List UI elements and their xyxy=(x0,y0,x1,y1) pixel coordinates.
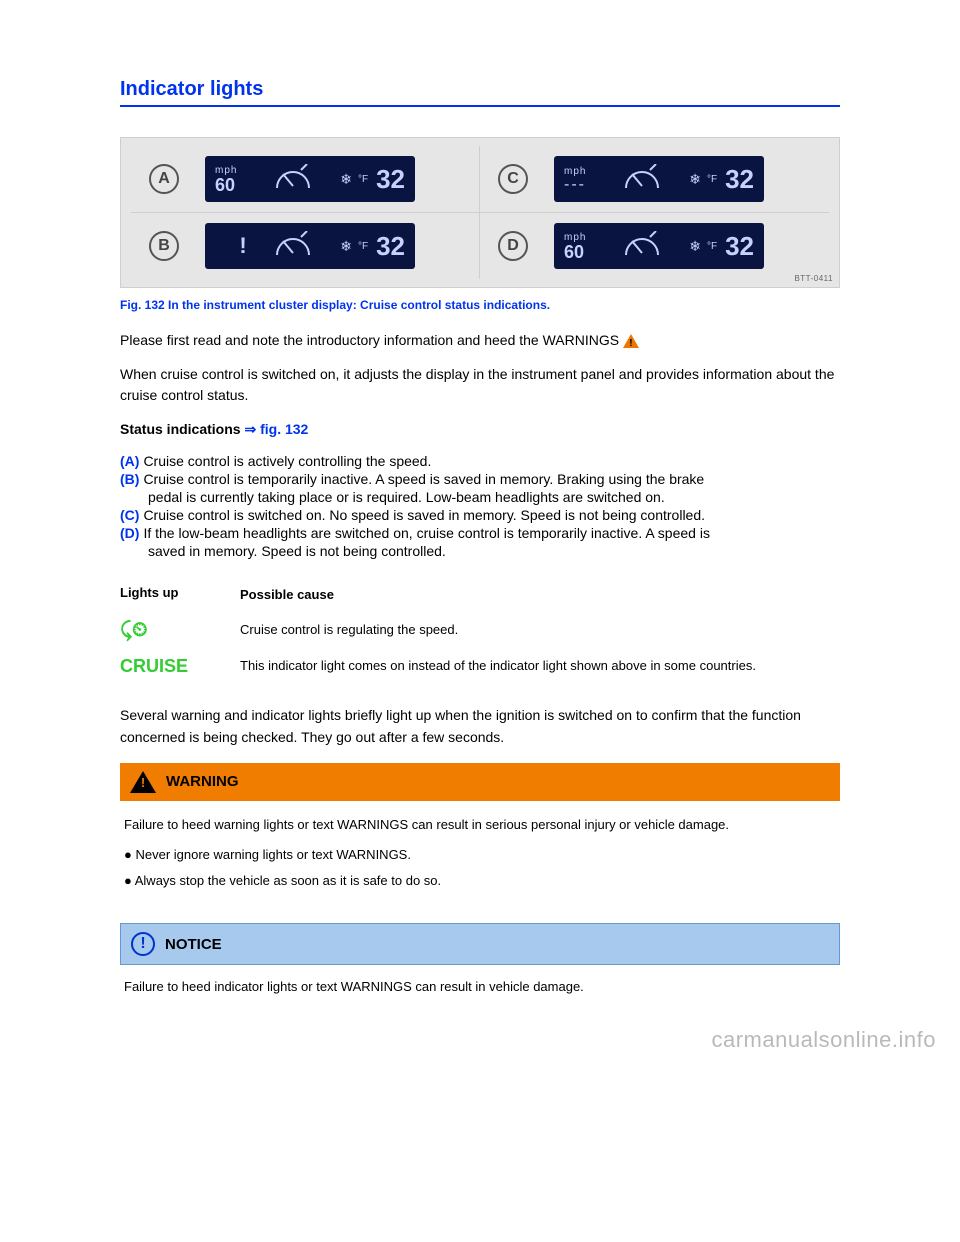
figure-panel-b: B ! ❄ °F 32 xyxy=(131,213,480,279)
cruise-word-icon: CRUISE xyxy=(120,656,240,677)
intro-prefix: Please first read and note the introduct… xyxy=(120,332,623,348)
figure-132: A mph 60 ❄ °F 32 xyxy=(120,137,840,288)
status-item-c: (C)Cruise control is switched on. No spe… xyxy=(120,507,840,523)
snowflake-icon: ❄ xyxy=(340,171,352,188)
gauge-icon xyxy=(620,231,689,261)
gauge-icon xyxy=(620,164,689,194)
warning-bullet: Always stop the vehicle as soon as it is… xyxy=(124,871,836,891)
deg-f-label: °F xyxy=(358,174,368,185)
status-item-d-cont: saved in memory. Speed is not being cont… xyxy=(148,543,840,559)
figure-panel-d: D mph 60 ❄ °F 32 xyxy=(480,213,829,279)
more-info-paragraph: Several warning and indicator lights bri… xyxy=(120,705,840,748)
status-indications-heading: Status indications ⇒ fig. 132 xyxy=(120,419,840,441)
marker-d: (D) xyxy=(120,525,139,541)
marker-c: (C) xyxy=(120,507,139,523)
marker-b: (B) xyxy=(120,471,139,487)
watermark: carmanualsonline.info xyxy=(711,1027,936,1053)
lcd-temp: 32 xyxy=(725,231,754,262)
notice-circle-icon: ! xyxy=(131,932,155,956)
lcd-speed: 60 xyxy=(215,176,271,194)
snowflake-icon: ❄ xyxy=(340,238,352,255)
status-text: If the low-beam headlights are switched … xyxy=(143,525,710,541)
gauge-icon xyxy=(271,231,340,261)
warning-title: WARNING xyxy=(166,773,239,790)
figure-panel-a: A mph 60 ❄ °F 32 xyxy=(131,146,480,213)
status-item-b-cont: pedal is currently taking place or is re… xyxy=(148,489,840,505)
deg-f-label: °F xyxy=(358,241,368,252)
intro-paragraph-2: When cruise control is switched on, it a… xyxy=(120,364,840,407)
warning-box: WARNING Failure to heed warning lights o… xyxy=(120,763,840,901)
lcd-temp: 32 xyxy=(376,164,405,195)
figure-stamp: BTT-0411 xyxy=(794,274,833,283)
page-heading: Indicator lights xyxy=(120,78,840,101)
figure-caption: Fig. 132 In the instrument cluster displ… xyxy=(120,298,840,312)
lcd-dashes: --- xyxy=(564,177,620,193)
marker-a: (A) xyxy=(120,453,139,469)
table-head-right: Possible cause xyxy=(240,585,840,605)
lcd-exclamation: ! xyxy=(215,233,271,259)
deg-f-label: °F xyxy=(707,241,717,252)
notice-title: NOTICE xyxy=(165,936,222,953)
snowflake-icon: ❄ xyxy=(689,171,701,188)
status-item-b: (B)Cruise control is temporarily inactiv… xyxy=(120,471,840,487)
notice-paragraph: Failure to heed indicator lights or text… xyxy=(120,965,840,1001)
status-text: Cruise control is actively controlling t… xyxy=(143,453,431,469)
lcd-speed: 60 xyxy=(564,243,620,261)
warning-triangle-icon xyxy=(623,334,639,348)
figure-ref: ⇒ fig. 132 xyxy=(244,421,308,437)
panel-label: A xyxy=(149,164,179,194)
snowflake-icon: ❄ xyxy=(689,238,701,255)
lcd-mph-label: mph xyxy=(564,166,620,177)
status-text: Cruise control is temporarily inactive. … xyxy=(143,471,704,487)
cruise-gauge-icon: ⤹⏲ xyxy=(120,620,240,640)
gauge-icon xyxy=(271,164,340,194)
panel-label: B xyxy=(149,231,179,261)
warning-triangle-icon xyxy=(130,771,156,793)
status-item-a: (A)Cruise control is actively controllin… xyxy=(120,453,840,469)
warning-paragraph: Failure to heed warning lights or text W… xyxy=(124,815,836,835)
figure-panel-c: C mph --- ❄ °F 32 xyxy=(480,146,829,213)
table-cell: This indicator light comes on instead of… xyxy=(240,656,840,676)
status-item-d: (D)If the low-beam headlights are switch… xyxy=(120,525,840,541)
warning-bullet: Never ignore warning lights or text WARN… xyxy=(124,845,836,865)
lcd-temp: 32 xyxy=(725,164,754,195)
table-cell: Cruise control is regulating the speed. xyxy=(240,620,840,640)
warning-header: WARNING xyxy=(120,763,840,801)
notice-header: ! NOTICE xyxy=(120,923,840,965)
intro-paragraph: Please first read and note the introduct… xyxy=(120,330,840,352)
lcd-temp: 32 xyxy=(376,231,405,262)
notice-box: ! NOTICE Failure to heed indicator light… xyxy=(120,923,840,1001)
status-text: Cruise control is switched on. No speed … xyxy=(143,507,705,523)
heading-rule xyxy=(120,105,840,107)
lcd-mph-label: mph xyxy=(215,165,271,176)
panel-label: C xyxy=(498,164,528,194)
indicator-table: Lights up Possible cause ⤹⏲ Cruise contr… xyxy=(120,577,840,686)
table-head-left: Lights up xyxy=(120,585,240,600)
lcd-mph-label: mph xyxy=(564,232,620,243)
status-prefix: Status indications xyxy=(120,421,244,437)
deg-f-label: °F xyxy=(707,174,717,185)
panel-label: D xyxy=(498,231,528,261)
